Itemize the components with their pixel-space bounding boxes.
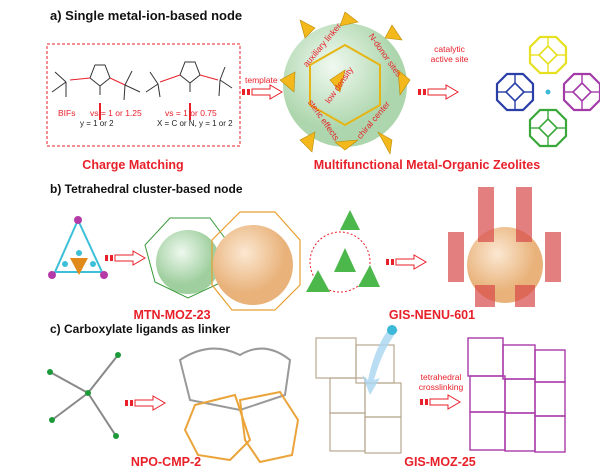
crosslinking-label: tetrahedral crosslinking	[418, 372, 464, 392]
section-a-title: a) Single metal-ion-based node	[50, 8, 243, 23]
npo-framework	[178, 347, 300, 464]
arrow-b2	[385, 254, 427, 270]
orange-cage	[211, 211, 301, 311]
arrow-b1	[104, 250, 146, 266]
arrow-c1	[124, 395, 166, 411]
template-arrow	[241, 84, 283, 100]
sodalite-cages	[495, 35, 600, 148]
cu-ion-arrow	[362, 325, 398, 395]
vs-label-1: vs = 1 or 1.25	[90, 108, 142, 118]
green-cage	[144, 217, 231, 299]
section-b-title: b) Tetrahedral cluster-based node	[50, 182, 243, 196]
carboxylate-ligand	[47, 352, 121, 439]
bifs-label: BIFs	[58, 108, 76, 118]
charge-matching-box	[46, 43, 241, 147]
npo-cmp-2-label: NPO-CMP-2	[130, 455, 202, 469]
arrow-c2	[419, 394, 461, 410]
gis-cage-sphere	[467, 227, 543, 303]
green-cage-sphere	[156, 230, 220, 294]
cu-ion	[387, 325, 397, 335]
template-label: template	[245, 75, 278, 85]
xy-label-2: X = C or N, y = 1 or 2	[157, 119, 233, 128]
vs-label-2: vs = 1 or 0.75	[165, 108, 217, 118]
gis-grid-left	[315, 337, 402, 454]
gis-moz-25-label: GIS-MOZ-25	[404, 455, 476, 469]
zeolite-cage	[279, 11, 411, 155]
imidazolate-node-2	[145, 61, 233, 120]
sbu-cluster	[306, 210, 380, 293]
gis-nenu-601-label: GIS-NENU-601	[388, 308, 476, 322]
mtn-moz-23-label: MTN-MOZ-23	[133, 308, 211, 322]
catalytic-arrow	[417, 84, 459, 100]
moz-label: Multifunctional Metal-Organic Zeolites	[313, 158, 541, 172]
tetrahedral-cluster	[48, 216, 108, 279]
imidazolate-node-1	[51, 64, 141, 120]
gis-grid-right	[467, 337, 566, 453]
catalytic-site-label: catalytic active site	[430, 44, 469, 64]
gis-framework	[448, 187, 561, 307]
charge-matching-label: Charge Matching	[82, 158, 184, 172]
section-c-title: c) Carboxylate ligands as linker	[50, 322, 231, 336]
y-label-1: y = 1 or 2	[80, 119, 114, 128]
orange-cage-sphere	[213, 225, 293, 305]
